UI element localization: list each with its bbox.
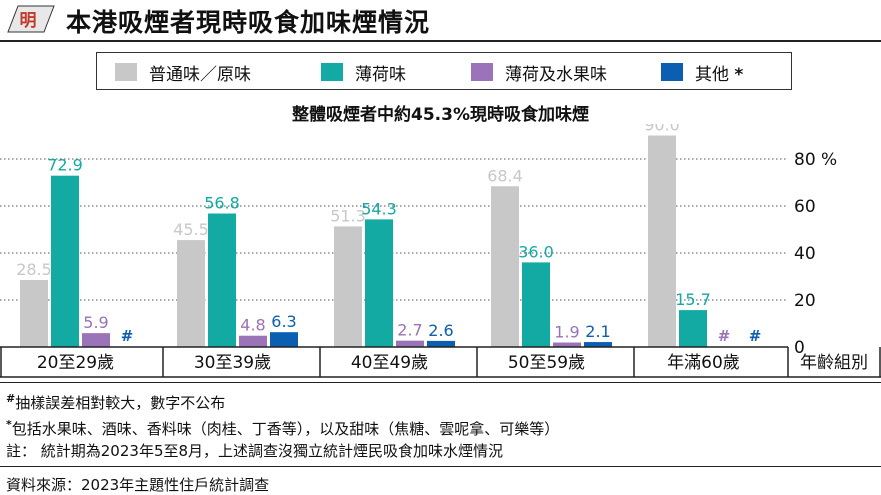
- bar: [648, 135, 676, 347]
- x-tick-label: 40至49歲: [351, 353, 428, 373]
- chart-title: 本港吸煙者現時吸食加味煙情況: [66, 8, 431, 37]
- legend-item-plain: 普通味／原味: [115, 61, 251, 85]
- footnotes: #抽樣誤差相對較大，數字不公布 *包括水果味、酒味、香料味（肉桂、丁香等），以及…: [6, 388, 559, 462]
- legend-item-other: 其他 *: [661, 61, 744, 85]
- data-label: 1.9: [554, 323, 579, 342]
- data-label: 45.5: [173, 220, 209, 239]
- data-label: 2.1: [585, 322, 610, 341]
- data-label: 68.4: [487, 166, 523, 185]
- legend-item-menthol: 薄荷味: [321, 61, 406, 85]
- header: 明 本港吸煙者現時吸食加味煙情況: [0, 0, 881, 40]
- legend-swatch-menthol: [321, 63, 343, 81]
- legend-swatch-plain: [115, 63, 137, 81]
- bar: [679, 310, 707, 347]
- bar: [365, 219, 393, 347]
- data-label: 36.0: [518, 242, 554, 261]
- suppressed-value-mark: #: [718, 327, 731, 345]
- data-label: 2.7: [397, 321, 422, 340]
- bar: [270, 332, 298, 347]
- data-label: 51.3: [330, 206, 366, 225]
- x-tick-label: 年滿60歲: [667, 353, 740, 373]
- title-divider: [0, 40, 881, 42]
- data-label: 28.5: [16, 260, 52, 279]
- y-tick-label: 80 %: [794, 150, 837, 170]
- x-axis-label: 年齡組別: [800, 353, 868, 373]
- logo-text: 明: [20, 11, 37, 31]
- footnote-asterisk: *包括水果味、酒味、香料味（肉桂、丁香等），以及甜味（焦糖、雲呢拿、可樂等）: [6, 418, 560, 438]
- ming-pao-logo-icon: 明: [7, 5, 55, 33]
- legend-label-menthol: 薄荷味: [355, 64, 406, 85]
- notes-divider: [0, 382, 881, 383]
- legend: 普通味／原味 薄荷味 薄荷及水果味 其他 *: [96, 52, 792, 90]
- data-label: 72.9: [47, 156, 83, 175]
- source-divider: [0, 466, 881, 467]
- bar: [177, 240, 205, 347]
- suppressed-value-mark: #: [749, 327, 762, 345]
- bar: [396, 340, 424, 347]
- data-label: 6.3: [271, 312, 296, 331]
- chart-subtitle: 整體吸煙者中約45.3%現時吸食加味煙: [292, 105, 589, 125]
- bar: [334, 226, 362, 347]
- data-label: 54.3: [361, 199, 397, 218]
- data-label: 4.8: [240, 316, 265, 335]
- y-tick-label: 0: [794, 338, 805, 358]
- source-note: 資料來源：2023年主題性住戶統計調查: [6, 476, 270, 494]
- y-tick-label: 60: [794, 197, 816, 217]
- suppressed-value-mark: #: [121, 327, 134, 345]
- legend-label-plain: 普通味／原味: [149, 64, 251, 85]
- legend-swatch-menthol-fruit: [471, 63, 493, 81]
- bar: [82, 333, 110, 347]
- bar: [491, 186, 519, 347]
- y-tick-label: 20: [794, 291, 816, 311]
- legend-other-asterisk: *: [734, 64, 744, 85]
- data-label: 56.8: [204, 194, 240, 213]
- bar: [208, 213, 236, 347]
- bar: [20, 280, 48, 347]
- legend-label-other: 其他 *: [695, 64, 744, 85]
- bar-chart: 0 20 40 60 80 % 28.5 45.5 51.3 68.4 90.0 72.9 56.8 5…: [0, 124, 881, 378]
- data-label: 90.0: [644, 124, 680, 135]
- x-tick-label: 20至29歲: [37, 353, 114, 373]
- footnote-remark: 註： 統計期為2023年5至8月，上述調查沒獨立統計煙民吸食加味水煙情況: [6, 442, 504, 460]
- footnote-hash: #抽樣誤差相對較大，數字不公布: [6, 392, 226, 412]
- data-label: 15.7: [675, 290, 711, 309]
- legend-label-menthol-fruit: 薄荷及水果味: [505, 64, 607, 85]
- y-tick-label: 40: [794, 244, 816, 264]
- bar: [522, 262, 550, 347]
- legend-item-menthol-fruit: 薄荷及水果味: [471, 61, 607, 85]
- data-label: 5.9: [83, 313, 108, 332]
- bar: [427, 340, 455, 347]
- bar: [239, 335, 267, 347]
- x-tick-label: 30至39歲: [194, 353, 271, 373]
- data-label: 2.6: [428, 321, 453, 340]
- bar: [553, 342, 581, 347]
- legend-swatch-other: [661, 63, 683, 81]
- x-tick-label: 50至59歲: [508, 353, 585, 373]
- bar: [584, 342, 612, 347]
- bar: [51, 175, 79, 347]
